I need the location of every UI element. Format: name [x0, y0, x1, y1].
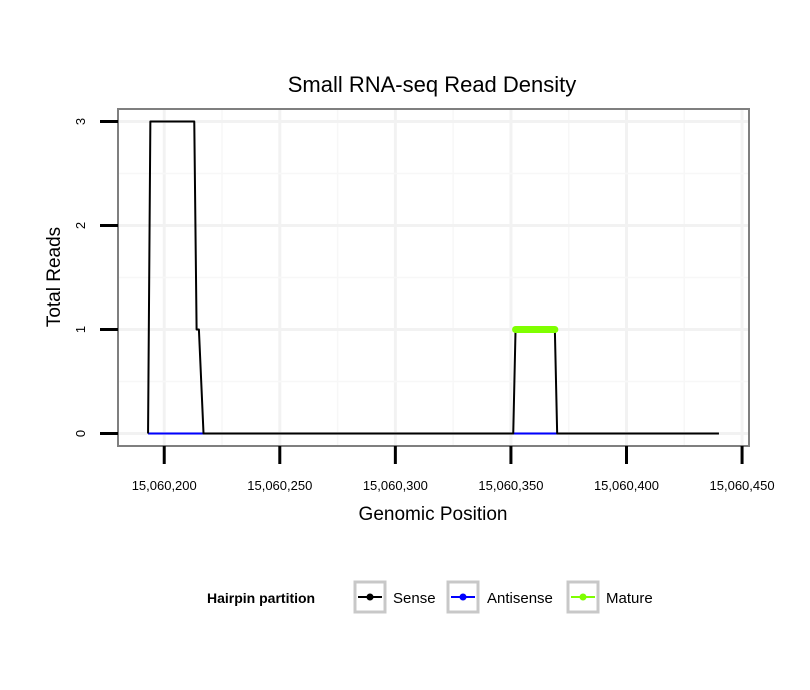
x-tick-label: 15,060,350: [478, 478, 543, 493]
panel-border: [117, 108, 750, 447]
legend-items: Sense Antisense Mature: [353, 580, 653, 614]
legend-item-sense: Sense: [353, 580, 436, 614]
y-tick-label: 1: [73, 326, 88, 333]
legend-key-point: [459, 593, 467, 601]
y-tick-label: 0: [73, 430, 88, 437]
legend-item-antisense: Antisense: [446, 580, 553, 614]
legend-label: Mature: [606, 590, 653, 607]
x-tick-label: 15,060,200: [132, 478, 197, 493]
legend-key-point: [579, 593, 587, 601]
x-tick-label: 15,060,300: [363, 478, 428, 493]
legend-label: Antisense: [487, 590, 553, 607]
x-tick-label: 15,060,400: [594, 478, 659, 493]
x-tick-label: 15,060,450: [710, 478, 775, 493]
x-axis-label: Genomic Position: [359, 504, 508, 525]
x-axis: 15,060,200 15,060,250 15,060,300 15,060,350…: [132, 446, 775, 493]
grid: [118, 109, 749, 446]
legend-item-mature: Mature: [566, 580, 653, 614]
x-tick-label: 15,060,250: [247, 478, 312, 493]
y-tick-label: 3: [73, 118, 88, 125]
chart-title: Small RNA-seq Read Density: [288, 72, 577, 97]
legend-title: Hairpin partition: [207, 590, 315, 606]
legend: Hairpin partition Sense Antisense Mature: [207, 580, 653, 614]
y-tick-label: 2: [73, 222, 88, 229]
legend-label: Sense: [393, 590, 436, 607]
y-axis-label: Total Reads: [44, 227, 65, 327]
series-line-sense: [147, 120, 719, 435]
y-axis: 0 1 2 3: [73, 118, 118, 437]
series-layer: [147, 120, 719, 435]
legend-key-point: [366, 593, 374, 601]
